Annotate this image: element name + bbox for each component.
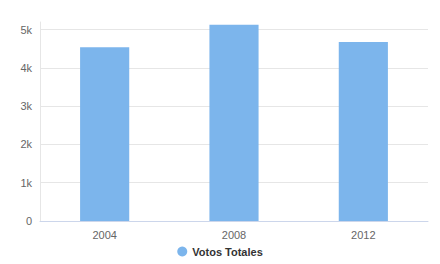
svg-text:Votos Totales: Votos Totales bbox=[192, 246, 262, 258]
svg-text:2012: 2012 bbox=[351, 229, 375, 241]
svg-text:3k: 3k bbox=[20, 100, 32, 112]
svg-text:5k: 5k bbox=[20, 24, 32, 36]
svg-text:4k: 4k bbox=[20, 62, 32, 74]
svg-text:2008: 2008 bbox=[222, 229, 246, 241]
svg-text:2004: 2004 bbox=[92, 229, 116, 241]
svg-text:0: 0 bbox=[26, 215, 32, 227]
svg-text:1k: 1k bbox=[20, 177, 32, 189]
svg-text:2k: 2k bbox=[20, 138, 32, 150]
